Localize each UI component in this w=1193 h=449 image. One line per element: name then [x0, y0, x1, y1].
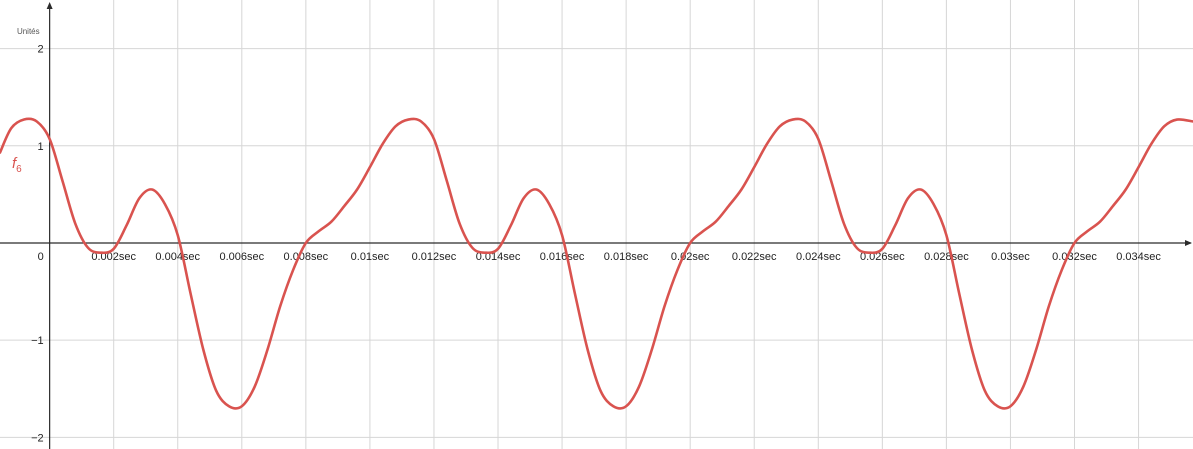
x-tick-label: 0.02sec [671, 251, 710, 263]
curves: f6 [0, 117, 1193, 410]
y-tick-label: 2 [38, 44, 44, 56]
x-tick-label: 0.006sec [219, 251, 264, 263]
x-tick-label: 0.016sec [540, 251, 585, 263]
y-tick-label: −2 [31, 432, 44, 444]
y-tick-label: −1 [31, 335, 44, 347]
y-tick-label: 1 [38, 141, 44, 153]
x-tick-label: 0.028sec [924, 251, 969, 263]
x-tick-label: 0.024sec [796, 251, 841, 263]
x-tick-label: 0.034sec [1116, 251, 1161, 263]
series-line-f6 [0, 117, 1193, 410]
x-tick-label: 0.01sec [351, 251, 390, 263]
x-tick-label: 0.032sec [1052, 251, 1097, 263]
x-axis-arrow [1185, 239, 1192, 246]
series-label: f6 [12, 155, 22, 175]
x-tick-label: 0.012sec [412, 251, 457, 263]
x-tick-labels: 0 0.002sec 0.004sec 0.006sec 0.008sec 0.01sec… [38, 251, 1162, 263]
y-unit-label: Unités [17, 27, 40, 36]
x-tick-label: 0.018sec [604, 251, 649, 263]
x-tick-label: 0.03sec [991, 251, 1030, 263]
y-tick-labels: 2 1 −1 −2 [31, 44, 44, 445]
horizontal-gridlines [0, 48, 1193, 438]
vertical-gridlines [113, 0, 1140, 449]
x-tick-label: 0.022sec [732, 251, 777, 263]
y-axis-arrow [46, 2, 53, 9]
x-tick-label: 0.008sec [284, 251, 329, 263]
x-tick-label: 0 [38, 251, 44, 263]
x-tick-label: 0.004sec [155, 251, 200, 263]
